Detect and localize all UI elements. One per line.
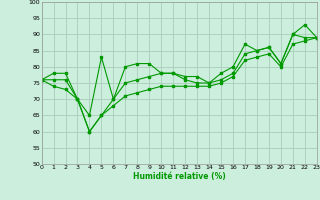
X-axis label: Humidité relative (%): Humidité relative (%) <box>133 172 226 181</box>
